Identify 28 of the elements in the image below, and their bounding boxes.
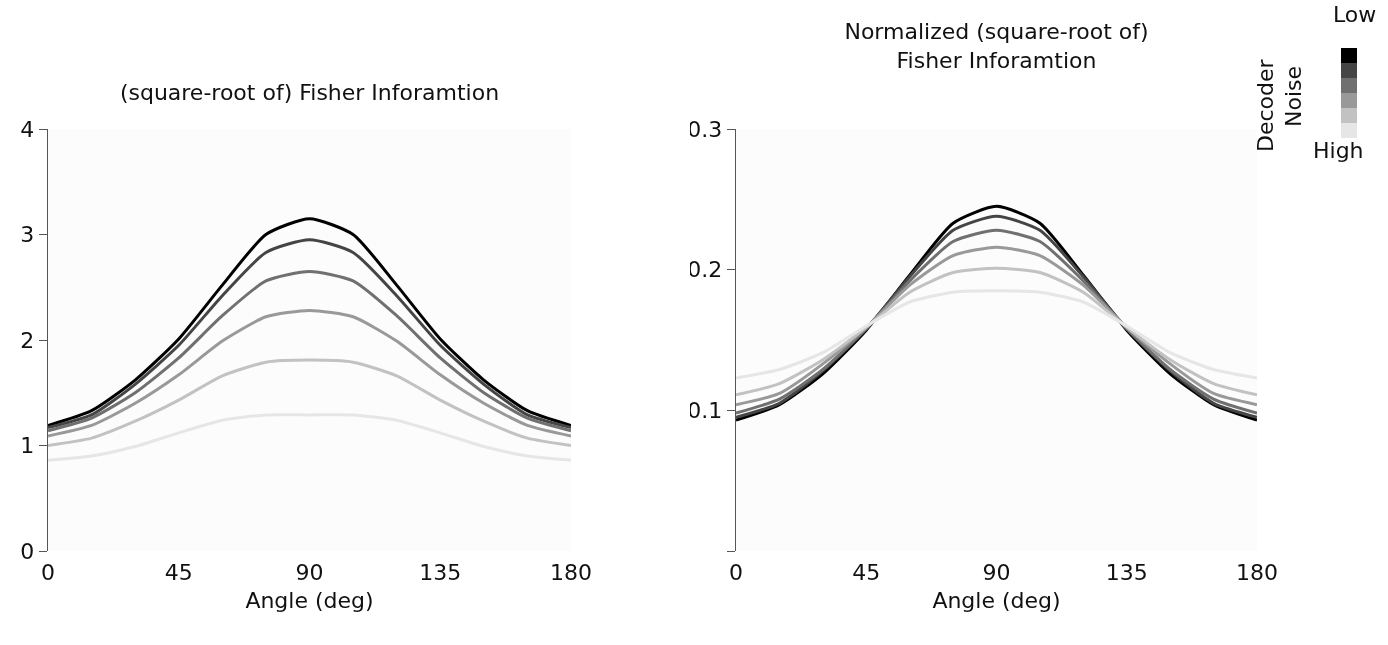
x-tick-label: 180 [550,560,592,585]
y-tick-label: 2 [20,327,35,353]
chart-title: Normalized (square-root of) Fisher Inforamtion [844,19,1149,73]
line-series [48,358,571,447]
x-tick-label: 90 [295,560,324,585]
y-tick-label: 4 [20,116,35,142]
x-tick-label: 135 [419,560,462,585]
x-tick-label: 180 [1236,560,1278,585]
x-tick-label: 135 [1105,560,1148,585]
text: Low [1333,2,1377,27]
line-series [48,308,571,438]
line-series [48,269,571,433]
y-tick-label: 0 [20,538,35,564]
y-tick-label: 1 [20,433,35,459]
x-tick-label: 45 [852,560,881,585]
line-series [736,289,1257,380]
x-tick-label: 0 [729,560,743,585]
x-tick-label: 45 [164,560,193,585]
x-axis-title: Angle (deg) [245,587,374,613]
x-tick-label: 0 [41,560,55,585]
y-tick-label: 3 [20,222,35,248]
line-series [736,266,1257,397]
line-series [48,413,571,462]
text: High [1313,138,1364,163]
legend-title: Decoder Noise [1253,59,1306,152]
x-tick-label: 90 [982,560,1011,585]
chart-title: (square-root of) Fisher Inforamtion [119,79,500,105]
x-axis-title: Angle (deg) [932,587,1061,613]
